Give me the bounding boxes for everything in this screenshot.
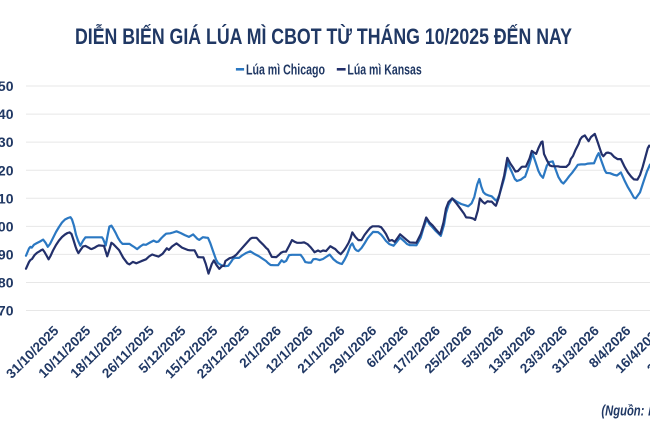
svg-text:Lúa mì Chicago: Lúa mì Chicago <box>246 63 325 79</box>
svg-text:630: 630 <box>0 134 14 150</box>
svg-text:B: B <box>648 404 650 420</box>
svg-text:Lúa mì Kansas: Lúa mì Kansas <box>347 63 421 79</box>
svg-text:620: 620 <box>0 162 14 178</box>
svg-text:580: 580 <box>0 275 14 291</box>
svg-text:640: 640 <box>0 106 14 122</box>
svg-text:610: 610 <box>0 190 14 206</box>
svg-text:650: 650 <box>0 78 14 94</box>
svg-text:570: 570 <box>0 303 14 319</box>
svg-text:(Nguồn:: (Nguồn: <box>601 404 644 420</box>
svg-text:600: 600 <box>0 218 14 234</box>
svg-text:590: 590 <box>0 247 14 263</box>
svg-text:DIỄN BIẾN GIÁ LÚA MÌ CBOT TỪ T: DIỄN BIẾN GIÁ LÚA MÌ CBOT TỪ THÁNG 10/20… <box>75 23 572 49</box>
